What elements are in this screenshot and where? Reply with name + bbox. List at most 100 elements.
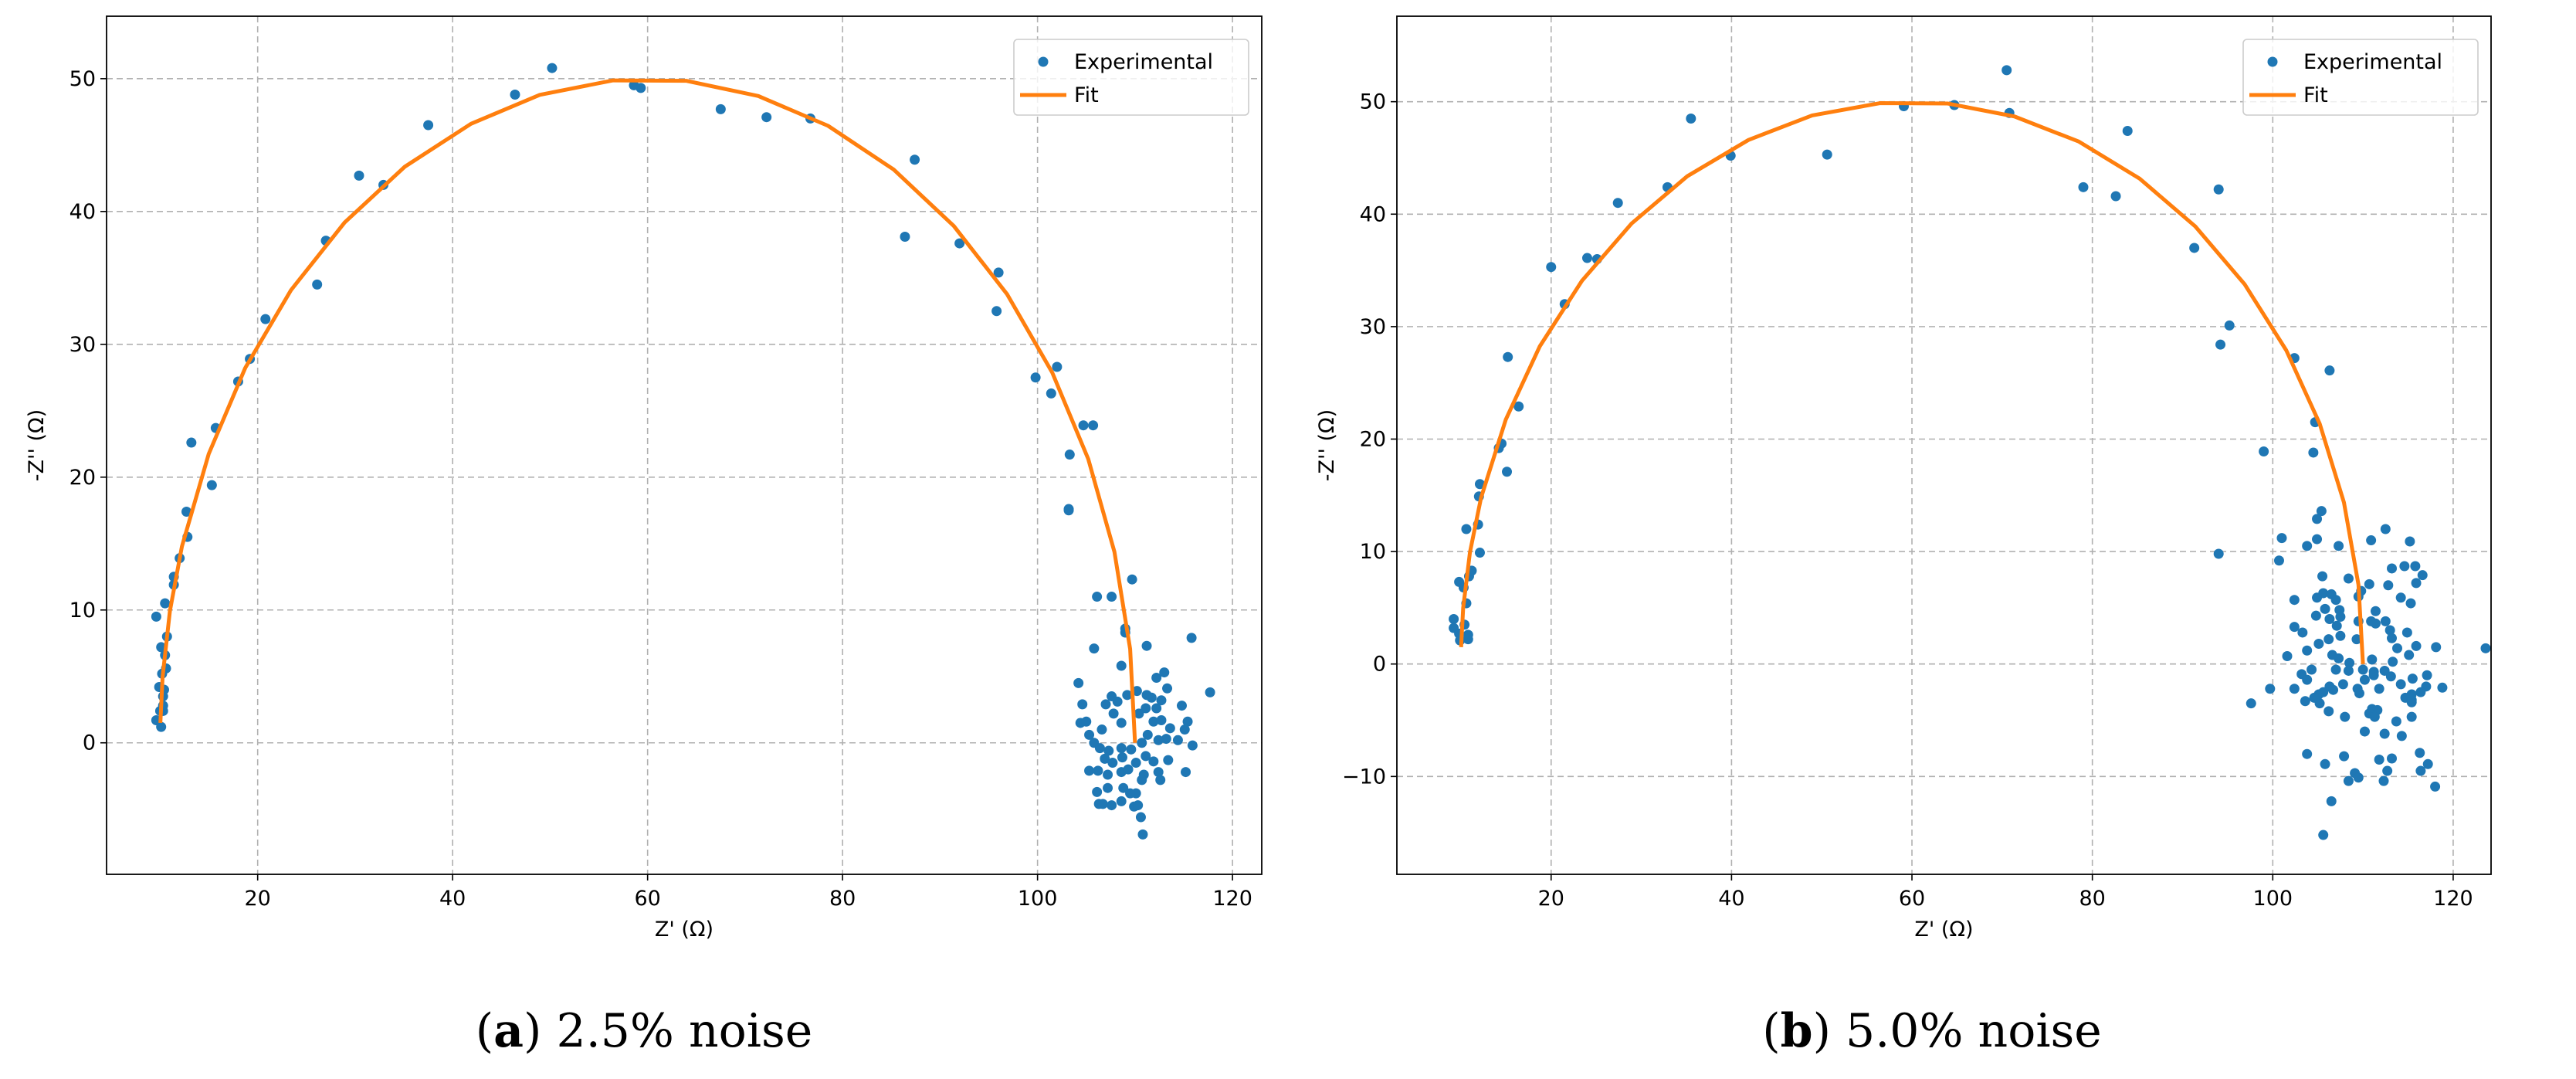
legend-box bbox=[1013, 39, 1249, 116]
experimental-point bbox=[1052, 361, 1063, 372]
experimental-point bbox=[2370, 618, 2381, 629]
fit-line bbox=[158, 78, 1137, 743]
x-axis-label: Z' (Ω) bbox=[655, 918, 713, 942]
experimental-point bbox=[2122, 126, 2133, 137]
experimental-point bbox=[2308, 447, 2319, 458]
experimental-point bbox=[2404, 650, 2415, 660]
experimental-point bbox=[2384, 625, 2395, 636]
experimental-point bbox=[1122, 690, 1133, 701]
experimental-point bbox=[1078, 420, 1089, 431]
legend: Experimental Fit bbox=[1013, 39, 1249, 116]
experimental-point bbox=[1148, 716, 1159, 727]
experimental-point bbox=[1153, 767, 1164, 778]
experimental-point bbox=[2289, 684, 2300, 694]
x-tick-label: 80 bbox=[2079, 887, 2105, 911]
experimental-point bbox=[1131, 686, 1142, 697]
experimental-point bbox=[1142, 729, 1153, 740]
caption-b: (b) 5.0% noise bbox=[1762, 1004, 2102, 1058]
experimental-point bbox=[2320, 758, 2330, 769]
experimental-point bbox=[1084, 765, 1095, 776]
experimental-point bbox=[2213, 184, 2224, 195]
y-axis-label: -Z'' (Ω) bbox=[1315, 409, 1339, 481]
experimental-point bbox=[2224, 320, 2235, 331]
experimental-point bbox=[1103, 769, 1113, 780]
x-tick-label: 120 bbox=[2433, 887, 2473, 911]
experimental-point bbox=[2422, 670, 2432, 680]
y-tick-label: 10 bbox=[1360, 540, 1386, 564]
experimental-point bbox=[1116, 743, 1127, 754]
experimental-point bbox=[1179, 724, 1190, 735]
experimental-point bbox=[2246, 698, 2256, 709]
x-tick-label: 20 bbox=[1538, 887, 1564, 911]
experimental-point bbox=[1127, 574, 1137, 585]
experimental-point bbox=[1137, 738, 1147, 748]
experimental-point bbox=[2324, 613, 2335, 624]
experimental-point bbox=[2406, 697, 2417, 707]
experimental-point bbox=[2265, 684, 2276, 694]
experimental-point bbox=[2379, 728, 2390, 739]
experimental-point bbox=[156, 642, 167, 653]
experimental-point bbox=[2388, 657, 2398, 667]
experimental-point bbox=[2405, 598, 2416, 609]
y-axis-label: -Z'' (Ω) bbox=[25, 409, 49, 481]
experimental-point bbox=[1172, 735, 1183, 745]
experimental-point bbox=[1513, 401, 1524, 412]
experimental-point bbox=[2330, 664, 2341, 675]
experimental-point bbox=[1141, 751, 1151, 762]
experimental-point bbox=[2401, 627, 2412, 638]
experimental-point bbox=[2302, 645, 2313, 656]
experimental-point bbox=[312, 279, 323, 290]
caption-text: 5.0% noise bbox=[1846, 1004, 2102, 1058]
experimental-point bbox=[2330, 595, 2341, 606]
experimental-point bbox=[1107, 758, 1118, 769]
experimental-point bbox=[2415, 748, 2425, 758]
experimental-point bbox=[2411, 578, 2422, 589]
y-tick-label: 20 bbox=[1360, 427, 1386, 451]
y-tick-label: 0 bbox=[83, 731, 96, 755]
experimental-point bbox=[1449, 613, 1459, 624]
experimental-point bbox=[761, 112, 772, 123]
experimental-point bbox=[2437, 682, 2448, 693]
experimental-point bbox=[1137, 775, 1147, 785]
experimental-point bbox=[1112, 696, 1123, 707]
experimental-point bbox=[1187, 740, 1198, 751]
experimental-point bbox=[1474, 479, 1485, 490]
experimental-point bbox=[2370, 606, 2381, 616]
experimental-point bbox=[423, 120, 434, 131]
experimental-point bbox=[1073, 677, 1084, 688]
experimental-point bbox=[1089, 643, 1100, 654]
caption-letter: b bbox=[1780, 1004, 1813, 1058]
experimental-point bbox=[2323, 634, 2334, 645]
y-tick-label: 50 bbox=[69, 67, 96, 91]
axes-frame bbox=[1396, 15, 2492, 875]
experimental-point bbox=[2316, 506, 2327, 517]
experimental-point bbox=[1107, 592, 1117, 602]
experimental-series bbox=[151, 63, 1215, 840]
y-tick-label: 40 bbox=[69, 200, 96, 224]
experimental-point bbox=[2395, 679, 2406, 690]
experimental-point bbox=[1097, 799, 1108, 809]
experimental-point bbox=[2392, 643, 2403, 653]
experimental-point bbox=[2310, 610, 2321, 621]
experimental-point bbox=[2382, 765, 2393, 776]
experimental-point bbox=[2317, 571, 2328, 582]
experimental-point bbox=[2374, 684, 2384, 694]
experimental-point bbox=[1123, 764, 1134, 775]
experimental-point bbox=[2399, 561, 2410, 572]
experimental-point bbox=[1503, 351, 1513, 362]
experimental-point bbox=[1092, 786, 1103, 797]
experimental-point bbox=[2334, 541, 2344, 551]
experimental-point bbox=[2273, 555, 2284, 566]
experimental-point bbox=[2001, 65, 2012, 76]
experimental-point bbox=[1108, 708, 1119, 719]
experimental-point bbox=[2289, 595, 2300, 606]
nyquist-plot-b: 20 40 60 80 100 120 −10 0 10 20 30 40 50 Z' (Ω) -Z'' (… bbox=[1315, 15, 2492, 942]
experimental-point bbox=[1164, 723, 1175, 734]
experimental-point bbox=[1103, 782, 1113, 793]
experimental-point bbox=[1117, 752, 1127, 763]
experimental-point bbox=[2323, 706, 2334, 717]
experimental-point bbox=[1176, 701, 1187, 711]
experimental-point bbox=[2343, 665, 2354, 676]
experimental-point bbox=[547, 63, 558, 73]
experimental-point bbox=[1686, 114, 1696, 124]
